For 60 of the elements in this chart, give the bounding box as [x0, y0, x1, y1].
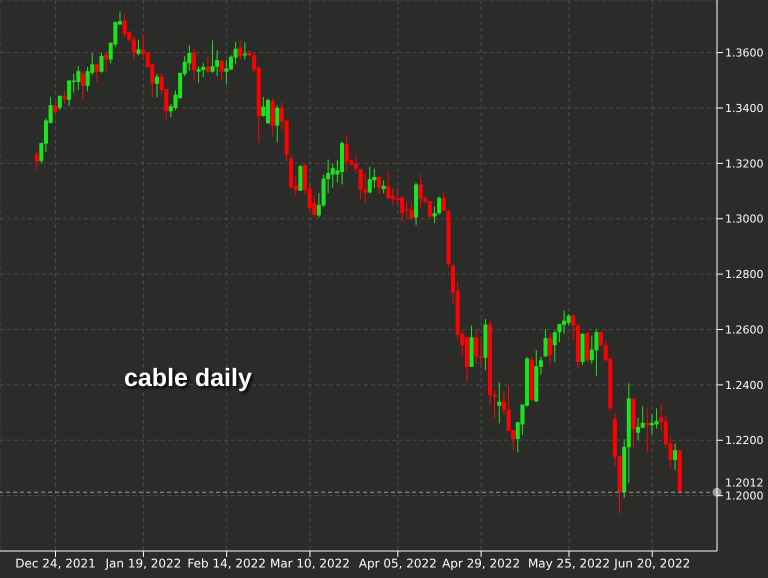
candlestick [62, 90, 66, 104]
y-tick-label: 1.2800 [725, 268, 764, 282]
candlestick [196, 66, 201, 84]
candlestick [428, 200, 432, 218]
candlestick [266, 98, 270, 125]
candlestick [122, 12, 127, 38]
ref-line-label: 1.2012 [725, 476, 764, 490]
x-tick-label: Apr 29, 2022 [442, 556, 520, 571]
candlestick [67, 80, 72, 106]
candlestick [220, 59, 224, 82]
candlestick [206, 56, 210, 74]
candlestick [154, 73, 159, 98]
x-tick-label: Apr 05, 2022 [358, 556, 437, 571]
candlestick [80, 71, 85, 100]
candlestick [344, 134, 349, 171]
x-tick-label: Mar 10, 2022 [270, 556, 350, 571]
candlestick [599, 330, 604, 347]
y-tick-label: 1.2600 [725, 323, 764, 336]
candlestick [502, 390, 506, 416]
candlestick [437, 196, 442, 216]
x-tick-label: Jan 19, 2022 [104, 556, 182, 571]
candlestick [409, 201, 414, 220]
candlestick [94, 62, 99, 84]
annotation: cable daily [124, 364, 252, 393]
candlestick [34, 150, 39, 170]
candlestick [238, 40, 242, 60]
candlestick [382, 180, 386, 194]
candlestick [432, 206, 437, 224]
candlestick [58, 94, 62, 111]
y-tick-label: 1.3200 [725, 157, 764, 170]
candlestick [275, 104, 280, 143]
candlestick [571, 314, 576, 342]
candlestick [594, 328, 598, 377]
x-tick-label: May 25, 2022 [528, 556, 610, 571]
candlestick [53, 102, 58, 114]
candlestick [242, 42, 247, 60]
x-tick-label: Feb 14, 2022 [187, 556, 266, 571]
y-tick-label: 1.2400 [725, 378, 764, 392]
candlestick [372, 168, 376, 189]
candlestick [99, 52, 104, 74]
candlestick [136, 39, 140, 56]
y-tick-label: 1.2000 [725, 490, 764, 503]
candlestick [497, 382, 502, 424]
candlestick [548, 333, 552, 366]
candlestick [552, 330, 557, 362]
candlestick [636, 418, 640, 441]
candlestick [86, 66, 90, 92]
y-tick-label: 1.3600 [725, 46, 764, 60]
candlestick [645, 408, 650, 452]
x-tick-label: Jun 20, 2022 [613, 556, 690, 571]
candlestick [104, 52, 108, 72]
candlestick [192, 48, 196, 80]
x-tick-label: Dec 24, 2021 [15, 556, 96, 571]
y-tick-label: 1.2200 [725, 434, 764, 448]
candlestick [377, 176, 382, 195]
candlestick [673, 443, 678, 470]
candlestick [544, 328, 548, 358]
y-tick-label: 1.3000 [725, 212, 764, 226]
candlestick [442, 192, 446, 212]
y-tick-label: 1.3400 [725, 102, 764, 115]
